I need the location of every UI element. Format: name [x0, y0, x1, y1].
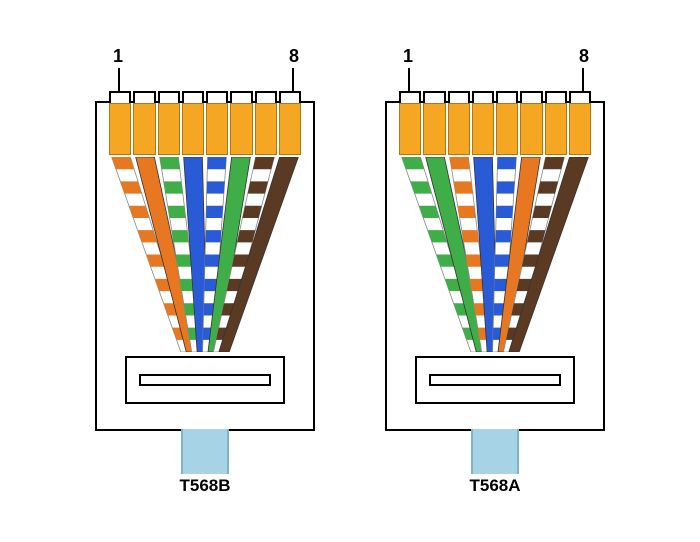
cable [471, 429, 519, 474]
retention-clip [125, 356, 285, 404]
pin-label-1: 1 [403, 46, 413, 67]
connector-t568a: 18T568A [385, 46, 605, 496]
standard-label-t568a: T568A [469, 476, 520, 496]
pin-labels: 18 [385, 46, 605, 91]
standard-label-t568b: T568B [179, 476, 230, 496]
pin-labels: 18 [95, 46, 315, 91]
pin-label-8: 8 [289, 46, 299, 67]
wires [399, 157, 591, 352]
pin-label-8: 8 [579, 46, 589, 67]
pin-label-1: 1 [113, 46, 123, 67]
wires [109, 157, 301, 352]
gold-contacts [399, 103, 591, 155]
cable [181, 429, 229, 474]
retention-clip [415, 356, 575, 404]
connector-t568b: 18T568B [95, 46, 315, 496]
gold-contacts [109, 103, 301, 155]
connector-body [385, 91, 605, 471]
connector-body [95, 91, 315, 471]
